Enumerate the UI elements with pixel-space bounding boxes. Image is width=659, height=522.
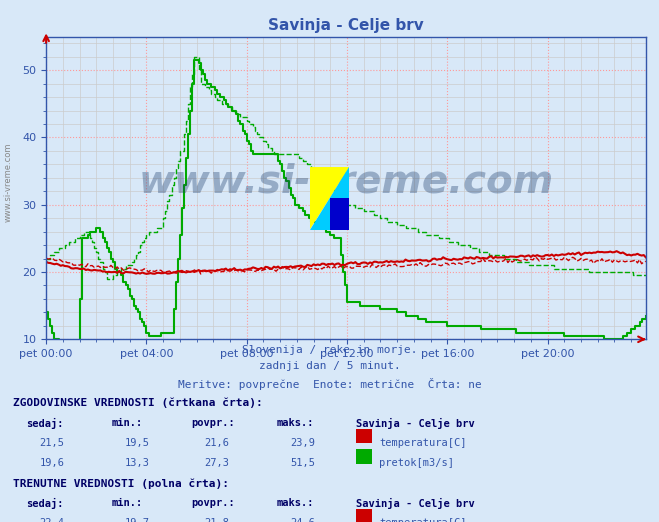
Text: povpr.:: povpr.: — [191, 498, 235, 508]
temp hist — [550, 255, 558, 261]
temp curr — [94, 267, 102, 274]
pretok hist — [575, 266, 583, 272]
pretok hist — [349, 201, 357, 208]
pretok curr — [190, 57, 198, 63]
Bar — [356, 449, 372, 464]
Text: zadnji dan / 5 minut.: zadnji dan / 5 minut. — [258, 361, 401, 371]
Polygon shape — [310, 167, 349, 230]
Line: temp curr: temp curr — [46, 251, 646, 274]
Text: min.:: min.: — [112, 498, 143, 508]
Text: 51,5: 51,5 — [290, 458, 315, 468]
Text: pretok[m3/s]: pretok[m3/s] — [379, 458, 454, 468]
pretok curr — [575, 333, 583, 339]
Text: 23,9: 23,9 — [290, 438, 315, 448]
Text: www.si-vreme.com: www.si-vreme.com — [3, 143, 13, 222]
pretok hist — [642, 272, 650, 279]
pretok curr — [69, 357, 77, 363]
temp curr — [42, 258, 50, 265]
Text: 21,8: 21,8 — [204, 518, 229, 522]
Text: temperatura[C]: temperatura[C] — [379, 518, 467, 522]
Line: temp hist: temp hist — [46, 257, 646, 274]
pretok hist — [103, 276, 111, 282]
temp hist — [42, 255, 50, 261]
temp curr — [592, 250, 600, 256]
pretok curr — [96, 229, 104, 235]
Bar — [356, 429, 372, 444]
Text: temperatura[C]: temperatura[C] — [379, 438, 467, 448]
temp curr — [613, 248, 621, 254]
Text: 27,3: 27,3 — [204, 458, 229, 468]
Title: Savinja - Celje brv: Savinja - Celje brv — [268, 18, 424, 32]
Text: min.:: min.: — [112, 418, 143, 428]
Text: 21,6: 21,6 — [204, 438, 229, 448]
pretok curr — [642, 313, 650, 319]
Text: 21,5: 21,5 — [40, 438, 65, 448]
pretok hist — [550, 266, 558, 272]
pretok curr — [560, 333, 568, 339]
temp hist — [594, 257, 602, 264]
pretok hist — [594, 269, 602, 275]
Text: Slovenija / reke in morje.: Slovenija / reke in morje. — [242, 345, 417, 355]
pretok hist — [560, 266, 568, 272]
Text: 13,3: 13,3 — [125, 458, 150, 468]
Text: Savinja - Celje brv: Savinja - Celje brv — [356, 498, 474, 509]
temp hist — [94, 263, 102, 269]
pretok hist — [190, 54, 198, 60]
Text: www.si-vreme.com: www.si-vreme.com — [138, 163, 554, 201]
temp curr — [347, 259, 355, 266]
temp curr — [573, 250, 581, 256]
Text: 19,6: 19,6 — [40, 458, 65, 468]
Text: TRENUTNE VREDNOSTI (polna črta):: TRENUTNE VREDNOSTI (polna črta): — [13, 478, 229, 489]
Text: 19,7: 19,7 — [125, 518, 150, 522]
Text: Meritve: povprečne  Enote: metrične  Črta: ne: Meritve: povprečne Enote: metrične Črta:… — [178, 378, 481, 389]
Text: maks.:: maks.: — [277, 418, 314, 428]
Text: ZGODOVINSKE VREDNOSTI (črtkana črta):: ZGODOVINSKE VREDNOSTI (črtkana črta): — [13, 398, 263, 408]
pretok curr — [42, 309, 50, 315]
temp curr — [548, 252, 556, 258]
Text: sedaj:: sedaj: — [26, 498, 64, 509]
Text: povpr.:: povpr.: — [191, 418, 235, 428]
Text: maks.:: maks.: — [277, 498, 314, 508]
Text: 19,5: 19,5 — [125, 438, 150, 448]
temp hist — [560, 254, 568, 260]
pretok hist — [42, 255, 50, 262]
Polygon shape — [310, 167, 349, 230]
temp curr — [642, 254, 650, 260]
pretok curr — [594, 333, 602, 339]
Text: 24,6: 24,6 — [290, 518, 315, 522]
temp curr — [558, 251, 566, 257]
temp curr — [142, 271, 150, 277]
Text: 22,4: 22,4 — [40, 518, 65, 522]
temp hist — [347, 265, 355, 271]
temp hist — [531, 254, 539, 260]
temp hist — [642, 258, 650, 265]
temp hist — [197, 271, 205, 277]
temp hist — [575, 257, 583, 263]
Bar — [330, 198, 349, 230]
pretok curr — [550, 329, 558, 336]
pretok hist — [94, 255, 102, 262]
Line: pretok curr: pretok curr — [46, 60, 646, 360]
Bar — [356, 509, 372, 522]
Line: pretok hist: pretok hist — [46, 57, 646, 279]
pretok curr — [349, 299, 357, 305]
Text: Savinja - Celje brv: Savinja - Celje brv — [356, 418, 474, 429]
Text: sedaj:: sedaj: — [26, 418, 64, 429]
